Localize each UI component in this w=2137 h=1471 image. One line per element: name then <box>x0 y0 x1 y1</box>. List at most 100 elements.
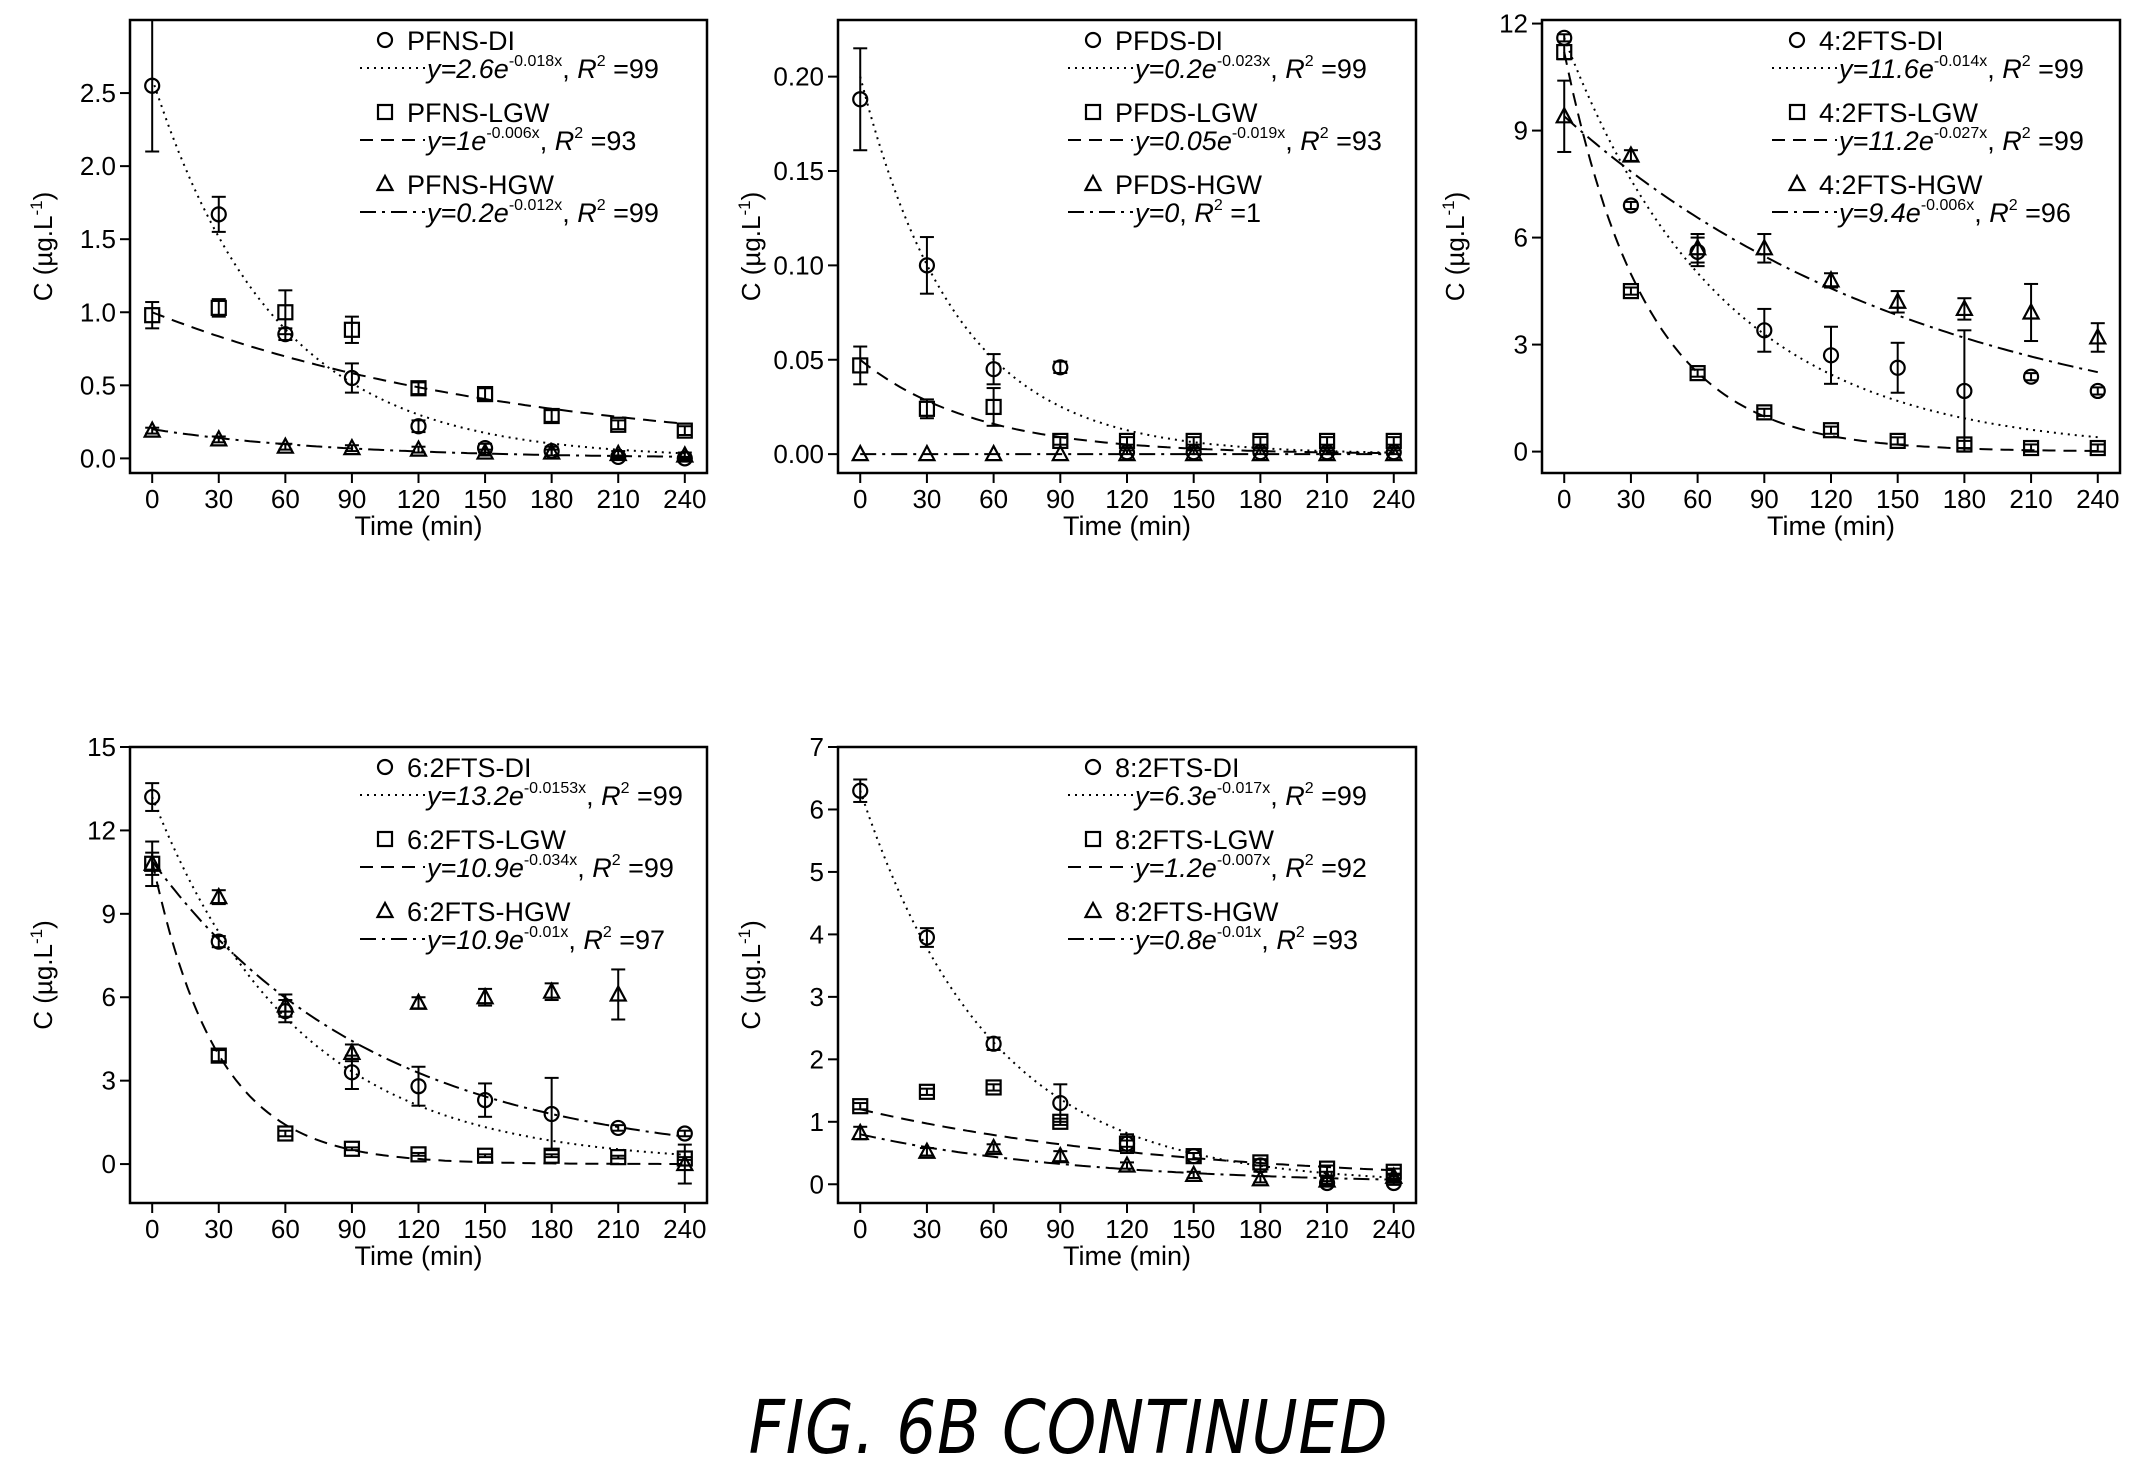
data-point <box>1889 432 1906 449</box>
data-point <box>1052 1094 1069 1112</box>
data-point <box>985 1035 1002 1052</box>
fit-equation: y=10.9e-0.01x, R2 =97 <box>425 924 665 955</box>
data-point <box>918 1083 936 1100</box>
legend-marker <box>376 830 394 848</box>
data-point <box>343 1140 361 1157</box>
x-tick-label: 210 <box>597 484 640 514</box>
x-tick-label: 240 <box>2076 484 2119 514</box>
y-tick-label: 0.00 <box>773 439 824 469</box>
data-point <box>342 1042 362 1060</box>
data-point <box>1821 270 1841 288</box>
x-tick-label: 0 <box>145 484 159 514</box>
data-point <box>918 400 936 417</box>
data-point <box>850 1122 870 1141</box>
legend-label: 4:2FTS-HGW <box>1819 170 1983 200</box>
y-tick-label: 9 <box>1514 116 1528 146</box>
x-tick-label: 180 <box>1239 484 1282 514</box>
data-point <box>343 321 361 338</box>
data-point <box>409 992 428 1010</box>
fit-line <box>859 1108 1394 1172</box>
data-point <box>209 429 229 447</box>
data-point <box>675 445 695 463</box>
data-point <box>610 416 627 433</box>
data-point <box>1050 1145 1070 1164</box>
y-tick-label: 3 <box>810 982 824 1012</box>
data-point <box>2089 439 2106 457</box>
data-point <box>2022 439 2040 457</box>
x-tick-label: 120 <box>1105 484 1148 514</box>
data-point <box>2088 327 2108 345</box>
data-point <box>277 304 294 321</box>
data-point <box>610 1149 627 1166</box>
y-axis-label: C (µg.L-1) <box>27 920 58 1030</box>
legend-marker <box>1084 103 1102 121</box>
data-point <box>1888 291 1908 309</box>
x-tick-label: 60 <box>979 1214 1008 1244</box>
fit-line <box>859 790 1394 1179</box>
data-point <box>210 933 227 950</box>
data-point <box>1956 382 1973 400</box>
y-tick-label: 0 <box>102 1149 116 1179</box>
fit-equation: y=0.2e-0.012x, R2 =99 <box>425 197 659 228</box>
x-tick-label: 210 <box>1305 484 1348 514</box>
x-tick-label: 180 <box>1239 1214 1282 1244</box>
legend-label: PFDS-LGW <box>1115 98 1258 128</box>
data-point <box>1251 1168 1270 1187</box>
y-tick-label: 0.0 <box>80 443 116 473</box>
y-tick-label: 0.5 <box>80 370 116 400</box>
data-point <box>852 357 869 374</box>
y-axis-label: C (µg.L-1) <box>1439 192 1470 302</box>
x-tick-label: 30 <box>204 1214 233 1244</box>
y-tick-label: 15 <box>87 732 116 762</box>
x-axis-label: Time (min) <box>355 1241 483 1271</box>
y-tick-label: 2.0 <box>80 151 116 181</box>
data-point <box>144 307 161 324</box>
y-tick-label: 2.5 <box>80 78 116 108</box>
data-point <box>852 1098 869 1115</box>
data-point <box>476 385 494 403</box>
legend-label: PFDS-DI <box>1115 26 1223 56</box>
data-point <box>1822 347 1840 364</box>
data-point <box>476 1147 494 1164</box>
legend-marker <box>376 31 394 49</box>
y-tick-label: 5 <box>810 857 824 887</box>
data-point <box>543 1105 560 1123</box>
data-point <box>675 1153 695 1172</box>
legend-label: 4:2FTS-LGW <box>1819 98 1979 128</box>
legend-marker <box>375 173 395 192</box>
y-tick-label: 6 <box>810 794 824 824</box>
figure-caption: FIG. 6B CONTINUED <box>748 1385 1389 1471</box>
data-point <box>209 886 229 905</box>
x-axis-label: Time (min) <box>1767 511 1895 541</box>
data-point <box>1955 298 1974 317</box>
y-tick-label: 12 <box>87 815 116 845</box>
data-point <box>210 206 227 223</box>
data-point <box>1318 1160 1336 1177</box>
data-point <box>1118 1135 1136 1152</box>
fit-equation: y=0, R2 =1 <box>1133 197 1261 228</box>
data-point <box>1317 1170 1337 1188</box>
data-point <box>409 439 428 457</box>
data-point <box>2021 302 2041 320</box>
legend-marker <box>1787 173 1807 192</box>
y-tick-label: 0 <box>1514 437 1528 467</box>
data-point <box>1754 237 1774 256</box>
data-point <box>210 1047 227 1064</box>
x-tick-label: 210 <box>2009 484 2052 514</box>
data-point <box>1554 105 1574 124</box>
data-point <box>918 929 936 946</box>
x-tick-label: 150 <box>1172 1214 1215 1244</box>
data-point <box>410 418 427 435</box>
x-tick-label: 180 <box>530 1214 573 1244</box>
data-point <box>852 91 869 108</box>
data-point <box>543 407 560 425</box>
data-point <box>1052 359 1069 376</box>
data-point <box>475 442 495 460</box>
x-tick-label: 120 <box>1105 1214 1148 1244</box>
data-point <box>676 1125 693 1142</box>
